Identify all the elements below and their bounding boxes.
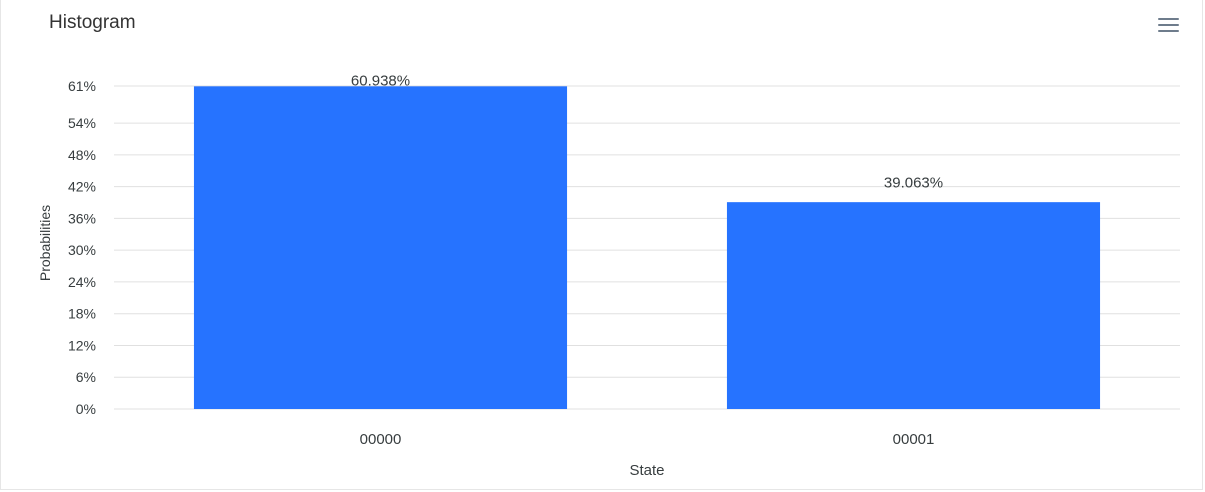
y-axis-title: Probabilities — [37, 205, 53, 281]
chart-title: Histogram — [49, 12, 136, 33]
hamburger-menu-icon[interactable] — [1155, 14, 1181, 36]
x-tick-label: 00001 — [893, 431, 935, 448]
y-tick-label: 54% — [68, 115, 96, 131]
menu-line — [1158, 30, 1179, 32]
y-tick-label: 6% — [76, 369, 96, 385]
y-tick-label: 42% — [68, 179, 96, 195]
y-tick-label: 36% — [68, 210, 96, 226]
histogram-bar[interactable] — [193, 86, 568, 409]
y-tick-label: 18% — [68, 306, 96, 322]
bar-data-label: 60.938% — [351, 73, 410, 90]
y-tick-label: 0% — [76, 401, 96, 417]
y-tick-label: 24% — [68, 274, 96, 290]
menu-line — [1158, 18, 1179, 20]
menu-line — [1158, 24, 1179, 26]
y-tick-label: 30% — [68, 242, 96, 258]
y-tick-label: 12% — [68, 337, 96, 353]
y-tick-label: 61% — [68, 78, 96, 94]
x-axis-title: State — [629, 462, 664, 479]
bar-data-label: 39.063% — [884, 174, 943, 191]
y-tick-label: 48% — [68, 147, 96, 163]
histogram-bar[interactable] — [726, 202, 1101, 409]
x-tick-label: 00000 — [360, 431, 402, 448]
